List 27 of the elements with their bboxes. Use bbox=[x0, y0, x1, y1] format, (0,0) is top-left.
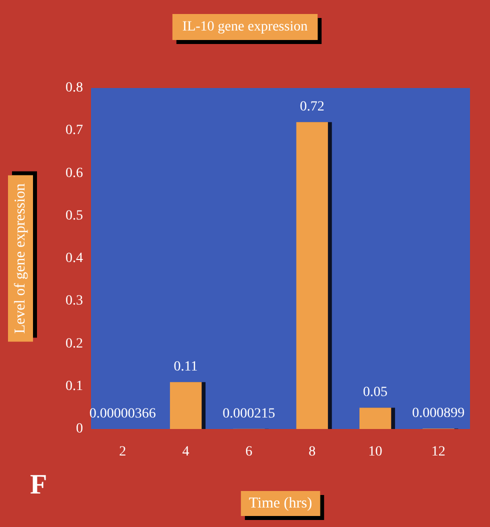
data-label: 0.000215 bbox=[222, 406, 276, 422]
bar bbox=[359, 408, 392, 429]
y-tick-label: 0 bbox=[76, 422, 83, 436]
bar bbox=[296, 122, 328, 429]
y-tick-label: 0.6 bbox=[66, 166, 83, 181]
data-label: 0.11 bbox=[174, 360, 198, 375]
bar bbox=[170, 382, 202, 429]
y-tick-label: 0.1 bbox=[66, 378, 83, 394]
x-tick-label: 12 bbox=[431, 444, 446, 460]
data-label: 0.000899 bbox=[412, 406, 465, 422]
y-tick-label: 0.8 bbox=[66, 80, 83, 96]
y-tick-label: 0.7 bbox=[66, 123, 83, 138]
data-label: 0.05 bbox=[363, 385, 388, 400]
data-label: 0.72 bbox=[300, 100, 324, 115]
x-tick-label: 2 bbox=[119, 444, 126, 460]
x-tick-label: 10 bbox=[368, 444, 382, 460]
y-tick-label: 0.2 bbox=[66, 336, 83, 352]
x-axis-title: Time (hrs) bbox=[248, 496, 312, 512]
y-tick-label: 0.5 bbox=[66, 208, 83, 224]
y-tick-label: 0.3 bbox=[66, 294, 83, 309]
y-axis-title: Level of gene expression bbox=[12, 182, 28, 334]
x-tick-label: 4 bbox=[182, 444, 190, 460]
chart-title: IL-10 gene expression bbox=[182, 20, 308, 34]
x-tick-label: 8 bbox=[308, 444, 316, 460]
y-tick-label: 0.4 bbox=[66, 251, 83, 266]
x-tick-label: 6 bbox=[245, 444, 252, 460]
text: F bbox=[30, 470, 48, 500]
